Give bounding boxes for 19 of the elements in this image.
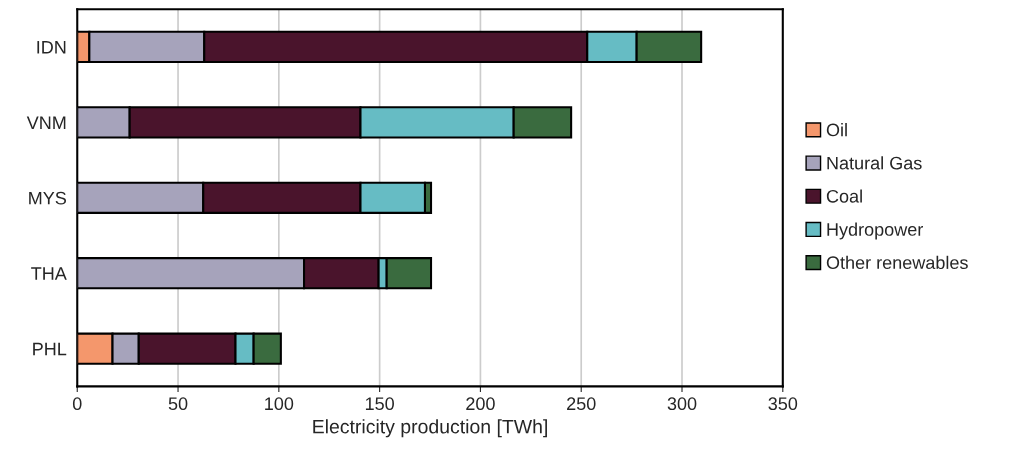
x-tick-label: 0	[72, 397, 82, 411]
y-tick-label: PHL	[33, 342, 67, 356]
x-axis-title: Electricity production [TWh]	[313, 419, 547, 438]
x-tick-label: 250	[567, 397, 596, 411]
x-tick-label: 100	[265, 397, 294, 411]
legend-label: Other renewables	[826, 255, 968, 270]
x-tick-label: 50	[168, 397, 188, 411]
y-tick-label: IDN	[37, 41, 66, 54]
legend-label: Natural Gas	[827, 156, 922, 170]
legend-label: Coal	[826, 189, 862, 203]
legend-label: Oil	[826, 123, 847, 137]
x-tick-label: 150	[365, 397, 394, 411]
x-tick-label: 200	[466, 397, 495, 411]
x-tick-label: 300	[667, 397, 697, 411]
y-tick-label: VNM	[26, 116, 66, 129]
y-tick-label: MYS	[29, 191, 66, 205]
x-tick-label: 350	[768, 397, 798, 411]
y-tick-label: THA	[31, 267, 67, 280]
legend-label: Hydropower	[827, 222, 924, 240]
